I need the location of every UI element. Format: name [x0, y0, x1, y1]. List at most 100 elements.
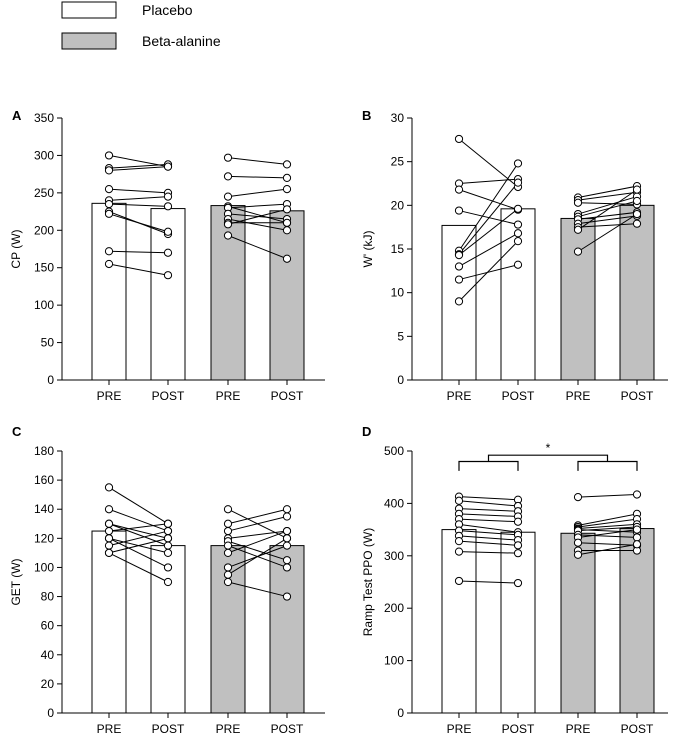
participant-point-post	[632, 490, 642, 499]
participant-point-post	[282, 160, 292, 169]
y-tick-label: 500	[384, 444, 404, 458]
bracket-between-groups	[487, 454, 609, 462]
x-tick-label: POST	[152, 722, 185, 736]
participant-point-post	[163, 563, 173, 572]
participant-point-pre	[104, 483, 114, 492]
participant-line	[108, 213, 169, 233]
participant-line	[458, 496, 519, 501]
y-tick-label: 0	[397, 706, 404, 720]
participant-line	[108, 188, 169, 194]
participant-point-pre	[104, 505, 114, 514]
participant-point-post	[282, 254, 292, 263]
participant-line	[577, 189, 638, 231]
participant-line	[227, 175, 288, 179]
legend-placebo-swatch	[61, 1, 117, 19]
y-axis-title: Ramp Test PPO (W)	[361, 528, 375, 636]
participant-line	[458, 232, 519, 267]
participant-line	[458, 210, 519, 226]
participant-point-post	[632, 219, 642, 228]
participant-point-pre	[573, 538, 583, 547]
bar-beta-alanine-post	[619, 528, 655, 714]
y-tick-label: 400	[384, 496, 404, 510]
x-tick-label: PRE	[97, 389, 122, 403]
participant-point-pre	[454, 134, 464, 144]
x-tick-label: POST	[502, 722, 535, 736]
participant-point-post	[513, 178, 523, 187]
participant-point-pre	[104, 548, 114, 557]
participant-line	[108, 166, 169, 171]
participant-point-post	[163, 534, 173, 543]
participant-line	[227, 218, 288, 231]
significance-asterisk: *	[546, 441, 551, 455]
bar-placebo-post	[150, 545, 186, 714]
participant-line	[577, 518, 638, 528]
x-tick-label: POST	[152, 389, 185, 403]
participant-line	[458, 518, 519, 523]
participant-point-pre	[454, 537, 464, 546]
participant-line	[577, 196, 638, 215]
participant-point-post	[282, 512, 292, 521]
bar-beta-alanine-pre	[560, 217, 596, 381]
participant-point-pre	[223, 505, 233, 514]
participant-point-pre	[454, 496, 464, 505]
y-axis-title: W' (kJ)	[361, 231, 375, 268]
participant-line	[227, 581, 288, 598]
participant-line	[577, 200, 638, 218]
panel-a: A 0 50 100 150 200 250 300 350 PRE POST PRE POST CP (…	[9, 108, 325, 403]
y-tick-label: 180	[34, 444, 54, 458]
participant-point-pre	[454, 251, 464, 260]
participant-line	[458, 535, 519, 541]
participant-line	[577, 542, 638, 546]
x-tick-label: PRE	[216, 722, 241, 736]
participant-line	[227, 157, 288, 165]
participant-line	[108, 552, 169, 583]
participant-point-post	[163, 227, 173, 236]
participant-line	[577, 202, 638, 205]
participant-point-pre	[223, 570, 233, 579]
participant-line	[108, 508, 169, 532]
participant-line	[577, 493, 638, 498]
participant-line	[108, 523, 169, 539]
participant-line	[577, 223, 638, 228]
participant-point-post	[163, 192, 173, 201]
x-tick-label: PRE	[566, 722, 591, 736]
bar-placebo-pre	[441, 529, 477, 714]
participant-line	[227, 530, 288, 539]
bar-beta-alanine-pre	[560, 532, 596, 714]
participant-line	[577, 543, 638, 556]
y-tick-label: 300	[34, 148, 54, 162]
participant-line	[108, 263, 169, 276]
participant-point-pre	[223, 548, 233, 557]
bar-beta-alanine-post	[269, 210, 305, 381]
y-tick-label: 80	[41, 590, 55, 604]
participant-line	[458, 508, 519, 512]
participant-point-pre	[573, 550, 583, 559]
participant-line	[458, 500, 519, 507]
participant-point-pre	[454, 185, 464, 194]
participant-line	[577, 185, 638, 198]
participant-line	[577, 534, 638, 538]
participant-point-post	[163, 519, 173, 528]
participant-point-pre	[104, 541, 114, 550]
participant-point-post	[513, 517, 523, 526]
participant-line	[458, 189, 519, 211]
participant-point-pre	[223, 541, 233, 550]
participant-point-pre	[104, 526, 114, 536]
participant-line	[458, 240, 519, 302]
participant-point-post	[163, 202, 173, 211]
y-tick-label: 150	[34, 261, 54, 275]
participant-line	[227, 516, 288, 532]
participant-point-pre	[104, 199, 114, 209]
participant-point-pre	[223, 231, 233, 240]
participant-line	[108, 530, 169, 547]
participant-point-post	[282, 556, 292, 565]
y-tick-label: 100	[384, 654, 404, 668]
bracket-beta-alanine	[577, 460, 638, 471]
x-tick-label: PRE	[216, 389, 241, 403]
participant-point-pre	[573, 225, 583, 234]
legend-beta-alanine-label: Beta-alanine	[142, 33, 221, 49]
participant-point-post	[282, 526, 292, 536]
participant-line	[458, 530, 519, 536]
participant-point-pre	[104, 166, 114, 175]
participant-line	[577, 529, 638, 538]
